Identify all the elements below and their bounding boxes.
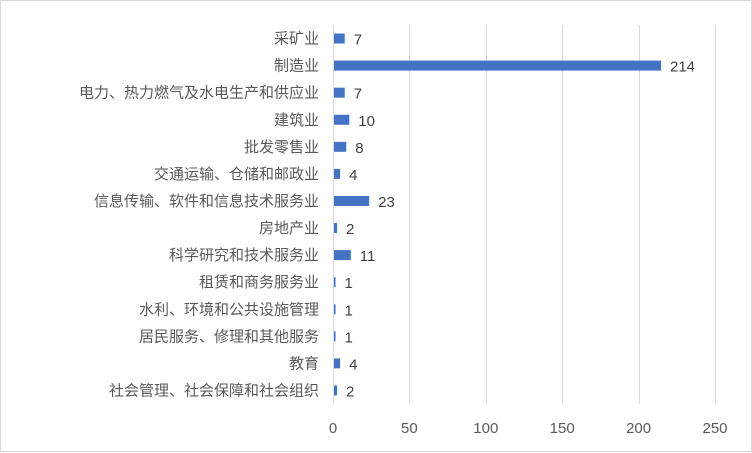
bar	[334, 141, 347, 152]
data-label: 214	[670, 59, 695, 76]
data-label: 2	[346, 383, 354, 400]
x-tick-label: 50	[401, 420, 418, 437]
bar	[334, 33, 345, 44]
category-label: 信息传输、软件和信息技术服务业	[94, 193, 319, 210]
category-label: 租赁和商务服务业	[199, 274, 319, 291]
category-label: 电力、热力燃气及水电生产和供应业	[79, 84, 319, 102]
category-label: 居民服务、修理和其他服务	[139, 328, 319, 345]
bar	[334, 277, 336, 288]
x-tick-label: 200	[626, 420, 651, 437]
category-label: 科学研究和技术服务业	[169, 247, 319, 264]
data-label: 1	[345, 329, 353, 346]
data-label: 7	[354, 86, 362, 103]
bar	[334, 195, 370, 206]
x-tick-label: 100	[473, 420, 498, 437]
category-label: 制造业	[274, 58, 319, 75]
data-label: 1	[345, 302, 353, 319]
bar	[334, 60, 661, 71]
bar	[334, 114, 350, 125]
category-label: 建筑业	[274, 112, 319, 129]
bar	[334, 304, 336, 315]
bar	[334, 168, 341, 179]
x-tick-label: 250	[702, 420, 727, 437]
category-label: 社会管理、社会保障和社会组织	[109, 381, 319, 399]
category-label: 采矿业	[274, 31, 319, 48]
data-label: 4	[349, 167, 357, 184]
bar	[334, 331, 336, 342]
x-tick-label: 150	[550, 420, 575, 437]
category-label: 房地产业	[259, 220, 319, 237]
data-label: 7	[354, 32, 362, 49]
data-label: 8	[355, 140, 363, 157]
bar	[334, 358, 341, 369]
category-label: 批发零售业	[244, 139, 319, 156]
data-label: 2	[346, 221, 354, 238]
data-label: 4	[349, 356, 357, 373]
category-label: 教育	[289, 355, 319, 372]
category-label: 交通运输、仓储和邮政业	[154, 165, 319, 183]
bar	[334, 223, 338, 234]
bar	[334, 250, 351, 261]
bar	[334, 385, 338, 396]
bar	[334, 87, 345, 98]
data-label: 1	[345, 275, 353, 292]
data-label: 23	[378, 194, 395, 211]
x-tick-label: 0	[329, 420, 337, 437]
category-label: 水利、环境和公共设施管理	[139, 300, 319, 318]
data-label: 10	[358, 113, 375, 130]
data-label: 11	[360, 248, 376, 265]
